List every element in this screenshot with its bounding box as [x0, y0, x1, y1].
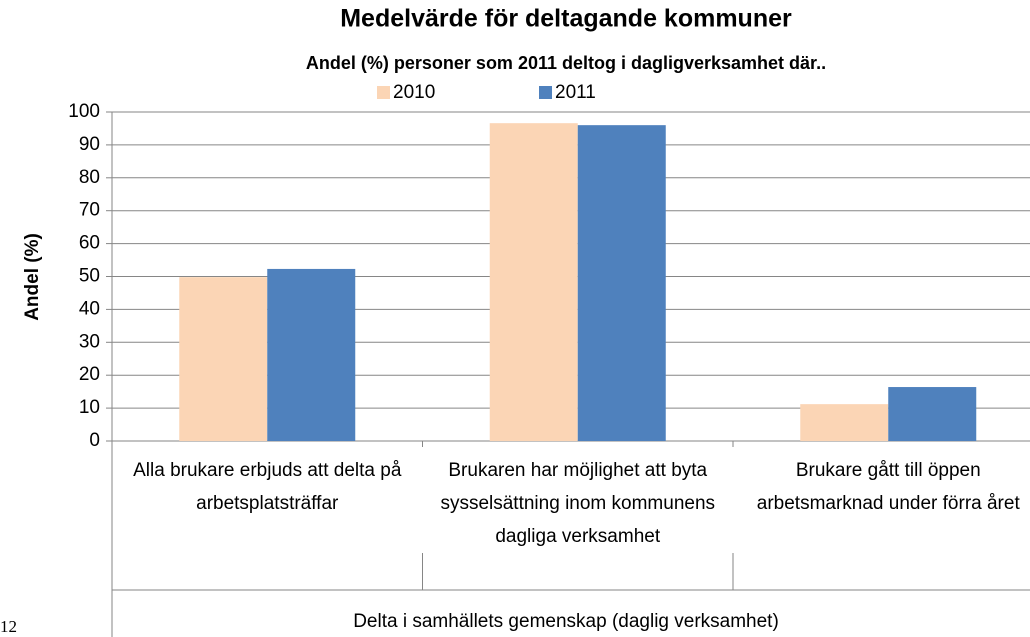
bar: [489, 123, 578, 441]
x-tick-label: Brukare gått till öppen arbetsmarknad un…: [756, 460, 1020, 514]
legend-label: 2011: [555, 82, 596, 103]
y-tick-label: 50: [79, 266, 100, 287]
legend-label: 2010: [393, 82, 435, 103]
y-tick-label: 20: [79, 364, 100, 385]
group-label: Delta i samhällets gemenskap (daglig ver…: [353, 611, 779, 632]
y-tick-label: 70: [79, 200, 100, 221]
legend-swatch: [377, 86, 390, 99]
chart-subtitle: Andel (%) personer som 2011 deltog i dag…: [306, 53, 826, 73]
chart-title: Medelvärde för deltagande kommuner: [340, 5, 792, 33]
page-number: 12: [0, 617, 17, 636]
y-tick-label: 40: [79, 298, 100, 319]
x-tick-label: Alla brukare erbjuds att delta på arbets…: [133, 460, 402, 514]
bar: [577, 125, 666, 441]
y-tick-label: 90: [79, 134, 100, 155]
bar: [888, 387, 977, 441]
y-tick-label: 10: [79, 397, 100, 418]
y-tick-label: 100: [68, 101, 100, 122]
y-axis-label: Andel (%): [22, 233, 43, 321]
legend-swatch: [539, 86, 552, 99]
y-tick-label: 0: [89, 430, 100, 451]
y-tick-label: 30: [79, 331, 100, 352]
y-tick-label: 80: [79, 167, 100, 188]
x-tick-label: Brukaren har möjlighet att byta sysselsä…: [440, 460, 716, 547]
bar: [267, 268, 356, 441]
y-tick-label: 60: [79, 233, 100, 254]
bar: [179, 277, 268, 441]
bar: [800, 404, 889, 441]
